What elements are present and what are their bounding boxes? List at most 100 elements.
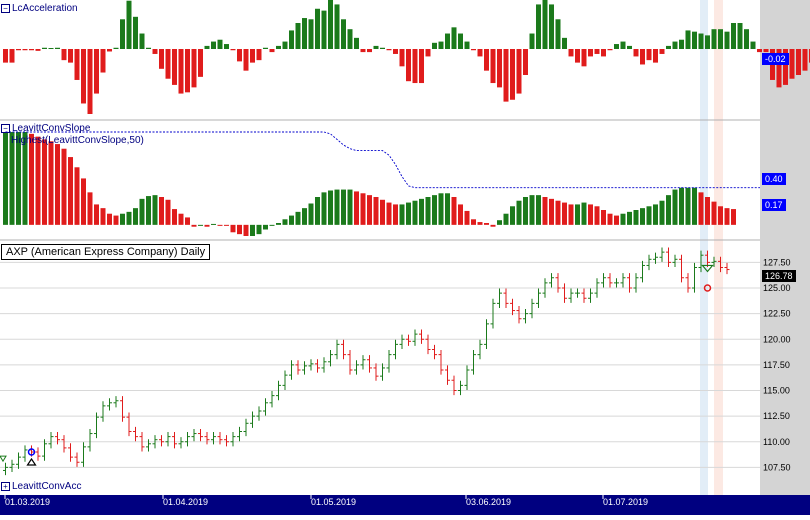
- signal-triangle-left: [0, 455, 7, 463]
- conv-slope-bar: [94, 204, 99, 225]
- conv-slope-bar: [588, 204, 593, 225]
- conv-acc-pane-label[interactable]: + LeavittConvAcc: [1, 481, 81, 492]
- acceleration-bar: [94, 49, 99, 94]
- slope-value-tag: 0.17: [762, 199, 786, 211]
- acceleration-bar: [276, 45, 281, 49]
- collapse-pane-icon[interactable]: −: [1, 3, 10, 13]
- acceleration-bar: [627, 45, 632, 49]
- conv-slope-bar: [68, 157, 73, 225]
- price-ohlc-bar: [516, 305, 522, 324]
- buy-signal-triangle: [26, 457, 37, 466]
- conv-slope-bar: [256, 224, 262, 235]
- conv-slope-bar: [302, 208, 307, 225]
- price-value-tag: 126.78: [762, 270, 796, 282]
- price-ohlc-bar: [94, 412, 99, 439]
- conv-slope-bar: [282, 219, 288, 225]
- acceleration-bar: [529, 33, 535, 49]
- price-ohlc-bar: [724, 262, 730, 275]
- price-ohlc-bar: [718, 256, 723, 273]
- conv-slope-bar: [718, 206, 723, 225]
- price-tick-label: 127.50: [763, 257, 791, 267]
- conv-slope-bar: [263, 224, 268, 230]
- conv-slope-bar: [178, 213, 184, 225]
- conv-slope-bar: [451, 197, 457, 225]
- acceleration-bar: [289, 30, 294, 49]
- conv-slope-pane-label[interactable]: − LeavittConvSlope: [1, 123, 90, 134]
- conv-slope-bar: [315, 197, 320, 225]
- conv-slope-bar: [692, 187, 697, 225]
- price-tick-label: 122.50: [763, 309, 791, 319]
- price-ohlc-bar: [614, 278, 619, 288]
- conv-slope-bar: [497, 220, 502, 225]
- price-ohlc-bar: [646, 254, 652, 271]
- collapse-pane-icon[interactable]: −: [1, 123, 10, 133]
- conv-slope-bar: [29, 133, 34, 225]
- acceleration-bar: [666, 45, 671, 49]
- price-ohlc-bar: [237, 426, 242, 442]
- acceleration-pane-label[interactable]: − LcAcceleration: [1, 3, 78, 14]
- acceleration-bar: [620, 41, 626, 49]
- price-ohlc-bar: [685, 273, 691, 293]
- acceleration-bar: [133, 16, 138, 49]
- price-ohlc-bar: [256, 406, 262, 421]
- acceleration-bar: [360, 49, 366, 53]
- conv-slope-bar: [341, 189, 346, 225]
- acceleration-bar: [302, 18, 307, 49]
- acceleration-bar: [575, 49, 580, 63]
- conv-slope-bar: [224, 224, 229, 226]
- acceleration-bar: [711, 29, 717, 49]
- conv-slope-bar: [666, 195, 671, 225]
- conv-slope-bar: [87, 192, 93, 225]
- price-ohlc-bar: [659, 247, 665, 262]
- price-ohlc-bar: [276, 380, 281, 401]
- acceleration-bar: [477, 49, 483, 57]
- acceleration-bar: [445, 33, 450, 49]
- price-ohlc-bar: [672, 254, 678, 267]
- date-axis-label: 03.06.2019: [466, 497, 511, 507]
- acceleration-bar: [419, 49, 424, 84]
- price-ohlc-bar: [100, 401, 106, 422]
- price-ohlc-bar: [445, 365, 450, 385]
- acceleration-bar: [250, 49, 255, 63]
- date-axis-label: 01.07.2019: [603, 497, 648, 507]
- acceleration-bar: [295, 23, 301, 49]
- conv-slope-bar: [373, 197, 379, 225]
- acceleration-bar: [679, 39, 684, 49]
- price-ohlc-bar: [464, 365, 470, 390]
- price-ohlc-bar: [9, 459, 15, 472]
- expand-pane-icon[interactable]: +: [1, 481, 10, 491]
- price-ohlc-bar: [601, 273, 606, 288]
- price-ohlc-bar: [295, 360, 301, 375]
- highest-conv-slope-label: Highest(LeavittConvSlope,50): [11, 135, 144, 146]
- acceleration-bar: [334, 4, 340, 50]
- acceleration-bar: [503, 49, 509, 102]
- acceleration-bar: [646, 49, 652, 61]
- conv-slope-bar: [172, 209, 177, 225]
- conv-slope-bar: [685, 187, 691, 225]
- acceleration-bar: [568, 49, 574, 57]
- conv-slope-bar: [419, 198, 424, 225]
- price-ohlc-bar: [360, 355, 366, 370]
- acceleration-bar: [100, 49, 106, 73]
- price-ohlc-bar: [406, 334, 411, 346]
- conv-slope-bar: [484, 223, 489, 225]
- conv-slope-bar: [152, 195, 158, 225]
- price-ohlc-bar: [698, 250, 704, 273]
- acceleration-bar: [601, 49, 606, 57]
- conv-slope-bar: [529, 195, 535, 225]
- acceleration-bar: [750, 41, 756, 49]
- price-ohlc-bar: [178, 437, 184, 449]
- conv-slope-bar: [61, 148, 67, 225]
- conv-slope-bar: [698, 192, 704, 225]
- conv-slope-bar: [523, 197, 528, 225]
- price-ohlc-bar: [87, 428, 93, 452]
- price-ohlc-bar: [705, 250, 710, 267]
- acceleration-bar: [731, 23, 736, 49]
- conv-slope-bar: [55, 144, 60, 225]
- acceleration-bar: [217, 39, 223, 49]
- highlight-band-blue: [700, 0, 708, 495]
- conv-slope-bar: [490, 224, 496, 227]
- acceleration-bar: [68, 49, 73, 63]
- price-ohlc-bar: [594, 278, 600, 298]
